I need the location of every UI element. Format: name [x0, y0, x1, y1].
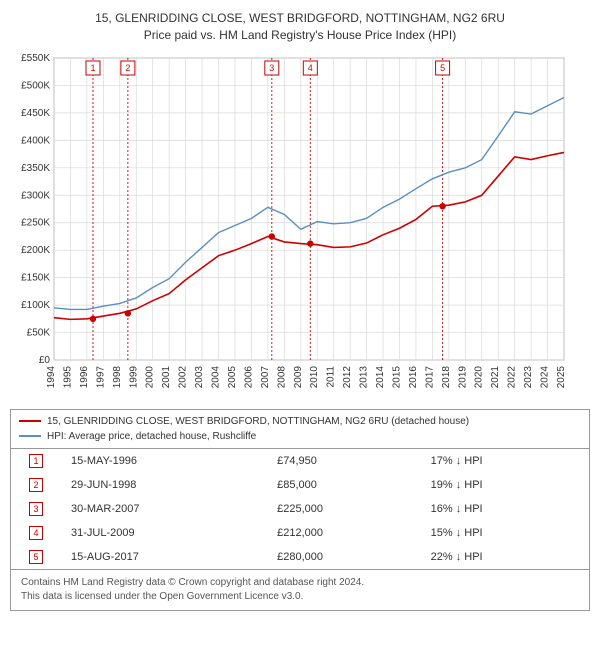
svg-text:2008: 2008	[276, 365, 287, 388]
svg-text:2007: 2007	[260, 365, 271, 388]
cell-price: £280,000	[267, 545, 421, 570]
svg-text:2013: 2013	[359, 365, 370, 388]
sales-table: 1 15-MAY-1996£74,95017% ↓ HPI 2 29-JUN-1998…	[10, 449, 590, 570]
svg-text:3: 3	[269, 63, 274, 73]
cell-delta: 17% ↓ HPI	[421, 449, 590, 473]
svg-text:2009: 2009	[293, 365, 304, 388]
svg-text:2025: 2025	[556, 365, 567, 388]
sale-marker-icon: 2	[29, 478, 43, 492]
cell-marker: 3	[11, 497, 62, 521]
svg-text:2006: 2006	[243, 365, 254, 388]
cell-date: 31-JUL-2009	[61, 521, 267, 545]
svg-text:2: 2	[125, 63, 130, 73]
svg-text:£200K: £200K	[21, 245, 50, 256]
svg-text:1997: 1997	[95, 365, 106, 388]
legend-row: 15, GLENRIDDING CLOSE, WEST BRIDGFORD, N…	[19, 414, 581, 429]
sale-marker-icon: 1	[29, 454, 43, 468]
svg-text:£0: £0	[39, 355, 51, 366]
svg-text:2011: 2011	[326, 365, 337, 387]
svg-text:2017: 2017	[424, 365, 435, 388]
footer-line-2: This data is licensed under the Open Gov…	[21, 590, 579, 604]
chart-container: £0 £50K £100K £150K £200K £250K £300K £350K £400…	[10, 50, 590, 403]
cell-date: 30-MAR-2007	[61, 497, 267, 521]
title-address: 15, GLENRIDDING CLOSE, WEST BRIDGFORD, N…	[10, 10, 590, 27]
svg-text:2005: 2005	[227, 365, 238, 388]
svg-text:£500K: £500K	[21, 80, 50, 91]
svg-text:2020: 2020	[474, 365, 485, 388]
svg-text:£400K: £400K	[21, 135, 50, 146]
table-row: 2 29-JUN-1998£85,00019% ↓ HPI	[11, 473, 590, 497]
table-row: 3 30-MAR-2007£225,00016% ↓ HPI	[11, 497, 590, 521]
svg-text:2003: 2003	[194, 365, 205, 388]
svg-text:2010: 2010	[309, 365, 320, 388]
svg-text:5: 5	[440, 63, 445, 73]
svg-text:2021: 2021	[490, 365, 501, 388]
svg-text:2023: 2023	[523, 365, 534, 388]
cell-delta: 22% ↓ HPI	[421, 545, 590, 570]
svg-text:£550K: £550K	[21, 53, 50, 64]
svg-text:1999: 1999	[128, 365, 139, 388]
svg-text:2004: 2004	[211, 365, 222, 388]
title-subtitle: Price paid vs. HM Land Registry's House …	[10, 27, 590, 44]
svg-text:1: 1	[90, 63, 95, 73]
cell-marker: 1	[11, 449, 62, 473]
cell-marker: 5	[11, 545, 62, 570]
svg-text:2019: 2019	[457, 365, 468, 388]
cell-marker: 2	[11, 473, 62, 497]
cell-delta: 19% ↓ HPI	[421, 473, 590, 497]
cell-date: 29-JUN-1998	[61, 473, 267, 497]
svg-text:2001: 2001	[161, 365, 172, 388]
svg-text:2022: 2022	[507, 365, 518, 388]
footer: Contains HM Land Registry data © Crown c…	[10, 570, 590, 611]
legend-row: HPI: Average price, detached house, Rush…	[19, 429, 581, 444]
svg-text:2024: 2024	[540, 365, 551, 388]
svg-text:2016: 2016	[408, 365, 419, 388]
svg-text:2015: 2015	[391, 365, 402, 388]
svg-text:2002: 2002	[178, 365, 189, 388]
price-chart: £0 £50K £100K £150K £200K £250K £300K £350K £400…	[10, 50, 570, 400]
sale-marker-icon: 3	[29, 502, 43, 516]
svg-text:£100K: £100K	[21, 300, 50, 311]
svg-text:£50K: £50K	[27, 327, 51, 338]
svg-text:1996: 1996	[79, 365, 90, 388]
svg-text:2014: 2014	[375, 365, 386, 388]
titles: 15, GLENRIDDING CLOSE, WEST BRIDGFORD, N…	[10, 10, 590, 44]
cell-price: £85,000	[267, 473, 421, 497]
cell-date: 15-AUG-2017	[61, 545, 267, 570]
sale-marker-icon: 4	[29, 526, 43, 540]
legend-label: HPI: Average price, detached house, Rush…	[47, 429, 256, 444]
cell-price: £225,000	[267, 497, 421, 521]
svg-text:£150K: £150K	[21, 272, 50, 283]
svg-text:£350K: £350K	[21, 162, 50, 173]
svg-text:2018: 2018	[441, 365, 452, 388]
legend: 15, GLENRIDDING CLOSE, WEST BRIDGFORD, N…	[10, 409, 590, 449]
sale-marker-icon: 5	[29, 550, 43, 564]
cell-delta: 15% ↓ HPI	[421, 521, 590, 545]
table-row: 5 15-AUG-2017£280,00022% ↓ HPI	[11, 545, 590, 570]
svg-text:4: 4	[308, 63, 313, 73]
svg-text:£250K: £250K	[21, 217, 50, 228]
svg-text:1998: 1998	[112, 365, 123, 388]
svg-text:1995: 1995	[62, 365, 73, 388]
svg-text:£450K: £450K	[21, 108, 50, 119]
table-row: 1 15-MAY-1996£74,95017% ↓ HPI	[11, 449, 590, 473]
cell-marker: 4	[11, 521, 62, 545]
cell-date: 15-MAY-1996	[61, 449, 267, 473]
svg-text:2000: 2000	[145, 365, 156, 388]
footer-line-1: Contains HM Land Registry data © Crown c…	[21, 576, 579, 590]
svg-text:£300K: £300K	[21, 190, 50, 201]
table-row: 4 31-JUL-2009£212,00015% ↓ HPI	[11, 521, 590, 545]
legend-swatch	[19, 420, 41, 422]
cell-delta: 16% ↓ HPI	[421, 497, 590, 521]
cell-price: £212,000	[267, 521, 421, 545]
svg-text:1994: 1994	[46, 365, 57, 388]
cell-price: £74,950	[267, 449, 421, 473]
legend-swatch	[19, 435, 41, 437]
legend-label: 15, GLENRIDDING CLOSE, WEST BRIDGFORD, N…	[47, 414, 469, 429]
svg-text:2012: 2012	[342, 365, 353, 388]
